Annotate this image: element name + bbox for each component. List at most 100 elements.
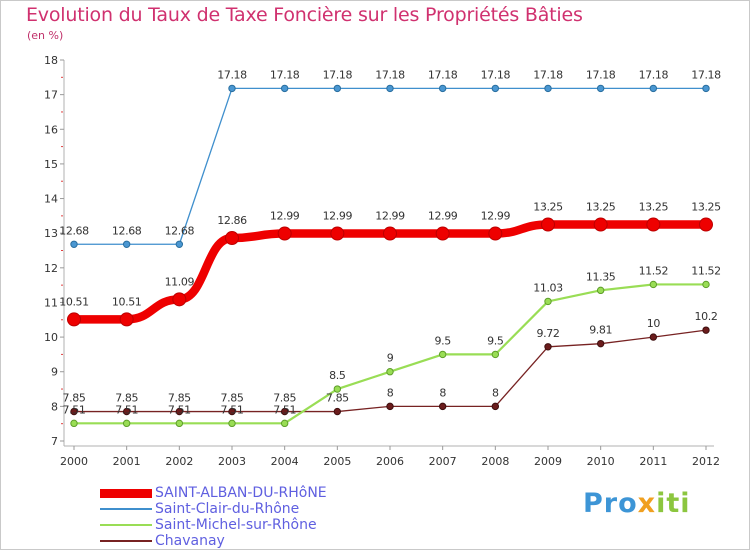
x-tick-label: 2005 [323, 455, 351, 468]
series-1-data-label: 10.51 [112, 295, 142, 308]
y-axis-unit-label: (en %) [27, 29, 64, 42]
series-1-point [699, 217, 713, 232]
series-1-point [277, 226, 292, 241]
series-3-data-label: 9.5 [487, 334, 504, 347]
series-3-data-label: 7.51 [168, 403, 191, 416]
x-tick-label: 2009 [534, 455, 562, 468]
series-2-point [175, 240, 184, 248]
legend-swatch [100, 540, 152, 542]
x-tick-label: 2007 [429, 455, 457, 468]
y-tick-label: 7 [51, 435, 58, 448]
series-2-data-label: 17.18 [428, 68, 458, 81]
series-1-data-label: 12.99 [481, 210, 511, 223]
series-1-point [593, 217, 608, 232]
series-4-data-label: 7.85 [168, 392, 191, 405]
legend-swatch [100, 488, 152, 498]
series-4-data-label: 7.85 [63, 392, 86, 405]
series-4-point [70, 407, 78, 416]
series-2-point [386, 84, 394, 93]
series-1-data-label: 13.25 [691, 201, 721, 214]
series-4-point [491, 402, 500, 411]
series-1-point [172, 292, 187, 307]
series-1-data-label: 12.99 [323, 210, 353, 223]
series-1-point [488, 226, 503, 241]
series-2-point [70, 240, 78, 248]
series-4-data-label: 8 [387, 386, 394, 399]
chart-legend: SAINT-ALBAN-DU-RHôNE Saint-Clair-du-Rhône… [100, 485, 327, 549]
x-tick-label: 2010 [587, 455, 615, 468]
series-2-point [122, 240, 131, 248]
series-1-data-label: 12.86 [217, 214, 247, 227]
series-3-point [702, 280, 710, 289]
legend-item: Saint-Clair-du-Rhône [100, 501, 327, 517]
series-2-point [649, 84, 658, 93]
series-2-data-label: 17.18 [691, 68, 721, 81]
series-4-data-label: 7.85 [221, 392, 244, 405]
series-1-data-label: 12.99 [270, 210, 300, 223]
logo-part-2: x [637, 488, 657, 519]
series-2-point [596, 84, 605, 93]
series-1-point [330, 226, 345, 241]
series-2-point [544, 84, 552, 93]
y-tick-label: 9 [51, 366, 58, 379]
series-3-point [649, 280, 658, 289]
series-4-data-label: 10 [647, 317, 661, 330]
series-3-point [491, 350, 500, 359]
series-2-data-label: 12.68 [165, 224, 195, 237]
series-4-point [702, 326, 710, 334]
logo-part-3: iti [656, 488, 691, 519]
series-4-data-label: 7.85 [273, 392, 296, 405]
legend-swatch [100, 508, 152, 510]
series-3-data-label: 11.03 [533, 281, 563, 294]
series-2-data-label: 17.18 [323, 68, 353, 81]
series-4-data-label: 8 [439, 386, 446, 399]
chart-title: Evolution du Taux de Taxe Foncière sur l… [26, 4, 583, 26]
series-2-point [333, 84, 342, 93]
x-tick-label: 2012 [692, 455, 720, 468]
series-4-point [386, 402, 394, 411]
series-1-data-label: 13.25 [533, 201, 563, 214]
series-4-point [333, 407, 342, 416]
y-tick-label: 13 [44, 227, 58, 240]
series-1-point [67, 312, 81, 327]
series-2-data-label: 12.68 [59, 224, 89, 237]
series-4-point [438, 402, 447, 411]
x-tick-label: 2003 [218, 455, 246, 468]
series-2-data-label: 17.18 [217, 68, 247, 81]
series-2-data-label: 17.18 [481, 68, 511, 81]
logo-part-1: Pro [583, 488, 638, 519]
series-3-data-label: 7.51 [63, 403, 86, 416]
series-1-data-label: 11.09 [165, 275, 195, 288]
series-1-data-label: 13.25 [639, 201, 669, 214]
series-4-point [228, 407, 236, 416]
x-tick-label: 2002 [165, 455, 193, 468]
proxiti-logo: Proxiti [583, 488, 691, 519]
series-2-data-label: 17.18 [586, 68, 616, 81]
series-1-data-label: 13.25 [586, 201, 616, 214]
series-3-point [228, 419, 236, 428]
series-2-point [280, 84, 289, 93]
y-tick-label: 11 [44, 296, 58, 309]
legend-swatch [100, 524, 152, 526]
series-4-data-label: 8 [492, 386, 499, 399]
series-2-data-label: 17.18 [533, 68, 563, 81]
series-3-data-label: 8.5 [329, 369, 346, 382]
y-tick-label: 17 [44, 89, 58, 102]
x-tick-label: 2004 [271, 455, 299, 468]
series-4-point [122, 407, 131, 416]
legend-label: Saint-Michel-sur-Rhône [155, 517, 317, 533]
series-4-point [280, 407, 289, 416]
series-3-point [175, 419, 184, 428]
series-1-point [383, 226, 397, 241]
series-4-point [544, 343, 552, 351]
series-1-point [225, 231, 239, 246]
series-3-point [333, 385, 342, 393]
legend-label: Saint-Clair-du-Rhône [155, 501, 300, 517]
series-1-point [435, 226, 450, 241]
y-tick-label: 14 [44, 193, 58, 206]
x-tick-label: 2000 [60, 455, 88, 468]
series-3-point [438, 350, 447, 359]
legend-label: SAINT-ALBAN-DU-RHôNE [155, 485, 327, 501]
series-1-point [541, 217, 555, 232]
